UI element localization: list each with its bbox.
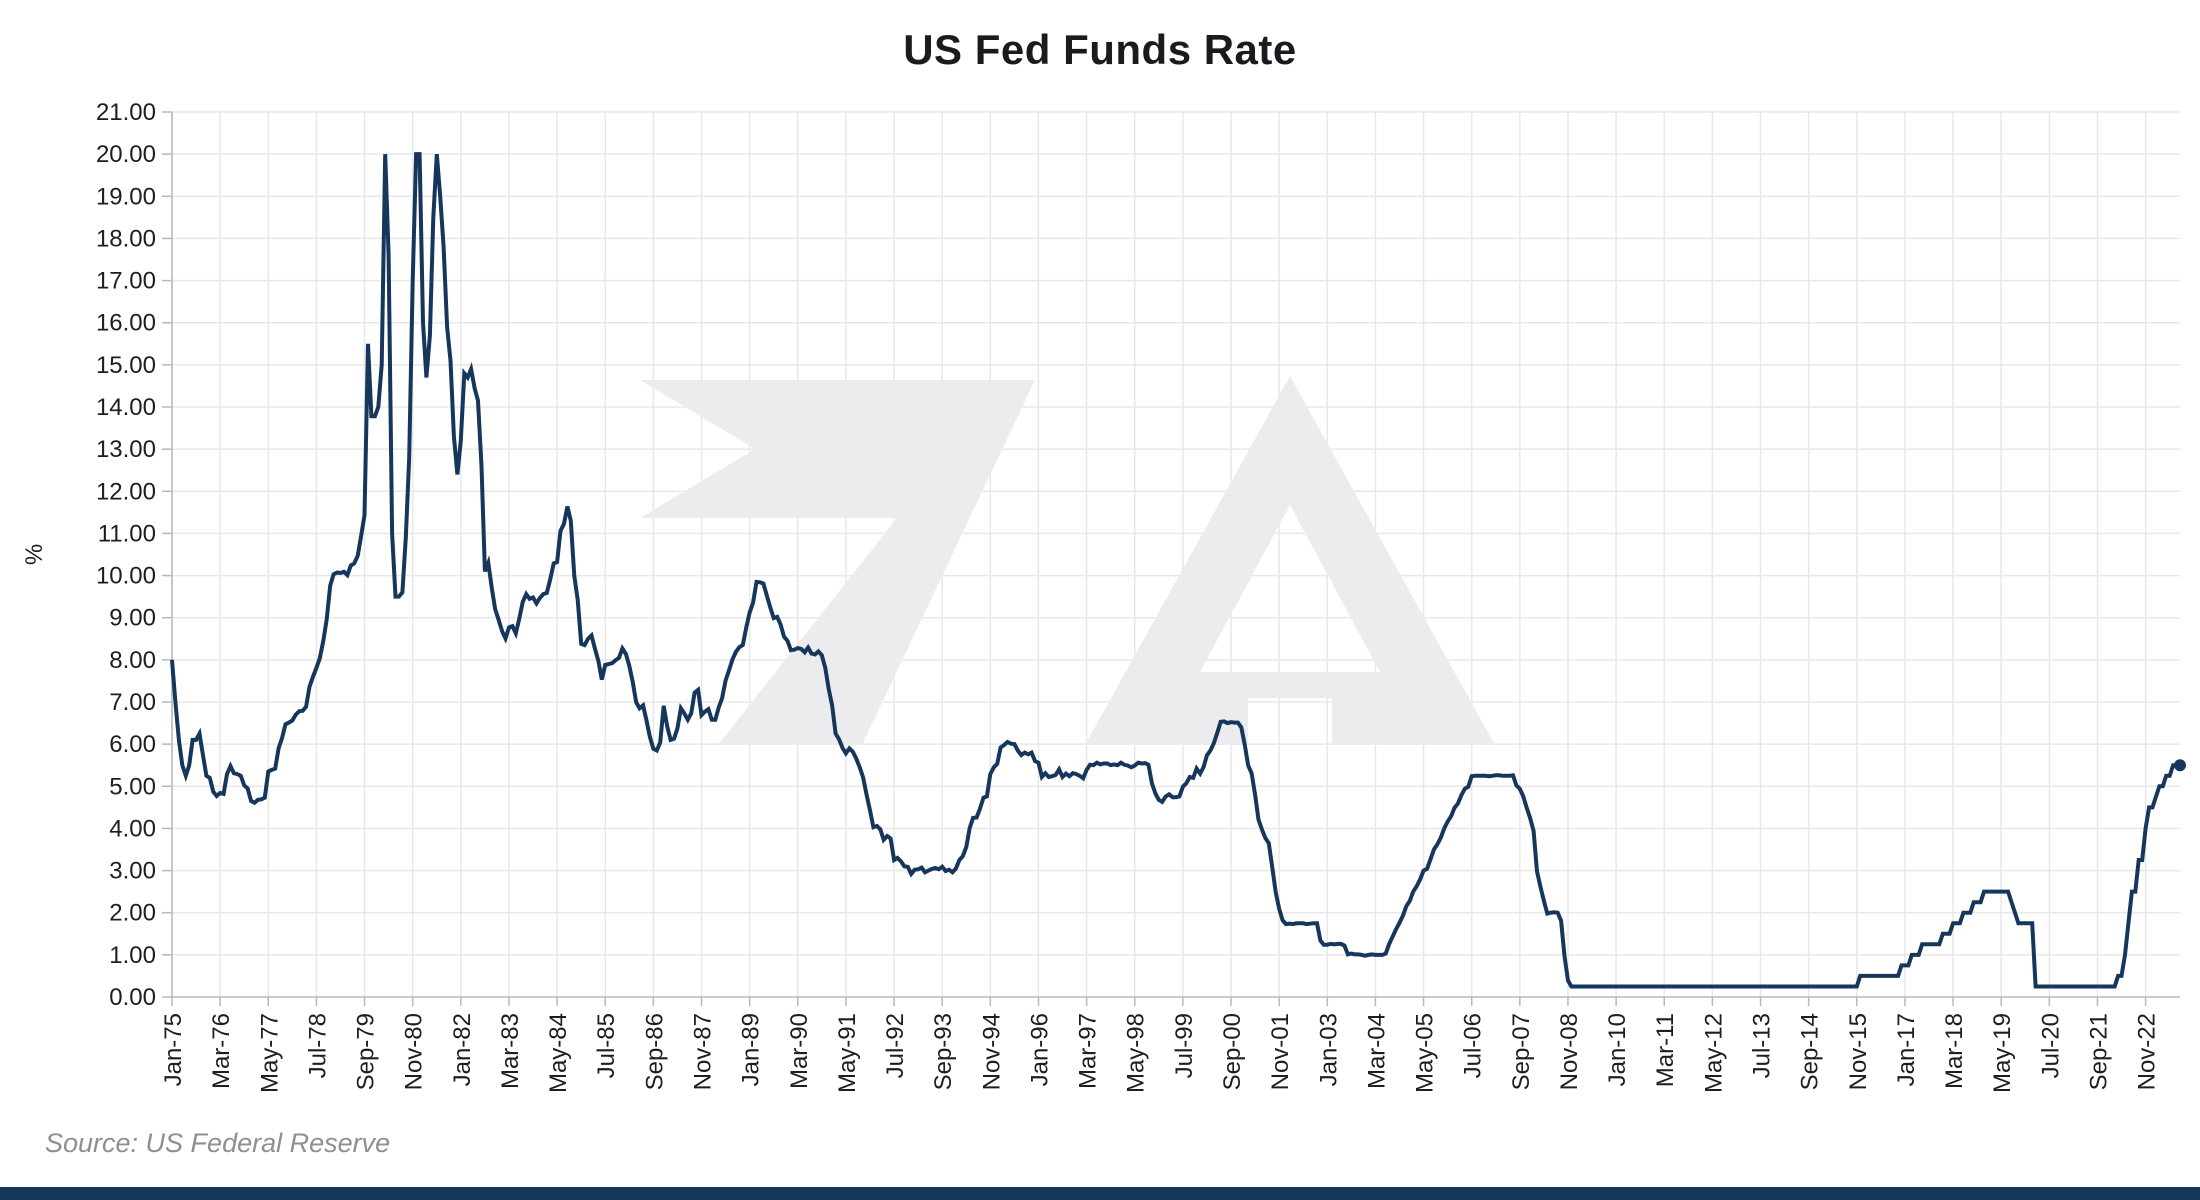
x-tick-label: Jul-13 [1749, 1013, 1776, 1078]
fed-funds-line [170, 152, 2180, 989]
x-tick-label: Sep-00 [1219, 1013, 1246, 1090]
y-tick-label: 20.00 [96, 141, 156, 168]
x-tick-label: Sep-93 [930, 1013, 957, 1090]
x-tick-label: Nov-87 [690, 1013, 717, 1090]
x-tick-label: Nov-01 [1267, 1013, 1294, 1090]
x-tick-label: Sep-86 [641, 1013, 668, 1090]
x-tick-label: May-84 [545, 1013, 572, 1093]
y-tick-label: 3.00 [109, 858, 156, 885]
x-tick-label: Nov-22 [2134, 1013, 2161, 1090]
x-tick-label: Sep-07 [1508, 1013, 1535, 1090]
y-tick-label: 5.00 [109, 773, 156, 800]
x-tick-label: Jul-85 [593, 1013, 620, 1078]
x-tick-label: Nov-94 [978, 1013, 1005, 1090]
x-tick-label: Jan-82 [449, 1013, 476, 1086]
x-tick-label: Jul-92 [882, 1013, 909, 1078]
x-tick-label: Nov-08 [1556, 1013, 1583, 1090]
x-tick-label: Jan-10 [1604, 1013, 1631, 1086]
y-tick-label: 12.00 [96, 478, 156, 505]
y-tick-label: 0.00 [109, 984, 156, 1011]
y-tick-label: 18.00 [96, 225, 156, 252]
x-tick-label: May-98 [1123, 1013, 1150, 1093]
axes [162, 111, 2180, 1006]
y-tick-label: 11.00 [98, 520, 156, 547]
x-tick-label: Mar-18 [1941, 1013, 1968, 1089]
watermark-glyph-A [1085, 376, 1495, 745]
x-tick-label: Jan-17 [1893, 1013, 1920, 1086]
x-tick-label: May-19 [1989, 1013, 2016, 1093]
x-tick-label: Sep-21 [2085, 1013, 2112, 1090]
x-tick-label: May-12 [1700, 1013, 1727, 1093]
x-tick-label: May-91 [834, 1013, 861, 1093]
gridlines [171, 111, 2180, 997]
watermark-glyph-7 [640, 380, 1035, 745]
x-axis-labels: Jan-75 Mar-76 May-77 Jul-78 Sep-79 Nov-80 Jan-… [160, 1013, 2161, 1093]
y-tick-label: 9.00 [109, 605, 156, 632]
footer-bar [0, 1187, 2200, 1200]
x-tick-label: May-05 [1412, 1013, 1439, 1093]
y-tick-label: 21.00 [96, 99, 156, 126]
x-tick-label: Jan-03 [1315, 1013, 1342, 1086]
x-tick-label: Jul-06 [1460, 1013, 1487, 1078]
x-tick-label: Mar-04 [1363, 1013, 1390, 1089]
x-tick-label: May-77 [256, 1013, 283, 1093]
y-tick-label: 10.00 [96, 563, 156, 590]
y-tick-label: 17.00 [96, 268, 156, 295]
x-tick-label: Mar-90 [786, 1013, 813, 1089]
y-tick-label: 2.00 [109, 900, 156, 927]
y-tick-label: 16.00 [96, 310, 156, 337]
y-tick-label: 14.00 [96, 394, 156, 421]
x-tick-label: Jul-20 [2037, 1013, 2064, 1078]
series-end-marker [2174, 759, 2186, 772]
watermark-logo [640, 376, 1495, 745]
y-axis-labels: 0.00 1.00 2.00 3.00 4.00 5.00 6.00 7.00 8.00 9.00… [21, 99, 156, 1011]
x-tick-label: Mar-83 [497, 1013, 524, 1089]
x-tick-label: Nov-15 [1845, 1013, 1872, 1090]
data-series [170, 152, 2186, 989]
x-tick-label: Jan-96 [1026, 1013, 1053, 1086]
y-tick-label: 6.00 [109, 731, 156, 758]
x-tick-label: Sep-14 [1797, 1013, 1824, 1090]
y-tick-label: 4.00 [109, 815, 156, 842]
y-tick-label: 15.00 [96, 352, 156, 379]
y-tick-label: 7.00 [109, 689, 156, 716]
chart-title: US Fed Funds Rate [903, 26, 1297, 73]
x-tick-label: Jan-75 [160, 1013, 187, 1086]
x-tick-label: Mar-76 [208, 1013, 235, 1089]
x-tick-label: Sep-79 [353, 1013, 380, 1090]
y-tick-label: 19.00 [96, 183, 156, 210]
x-tick-label: Jul-99 [1171, 1013, 1198, 1078]
y-tick-label: 1.00 [109, 942, 156, 969]
y-tick-label: 8.00 [109, 647, 156, 674]
x-tick-label: Jan-89 [738, 1013, 765, 1086]
y-axis-title: % [21, 544, 48, 565]
x-tick-label: Mar-97 [1075, 1013, 1102, 1089]
source-note: Source: US Federal Reserve [45, 1128, 391, 1158]
x-tick-label: Nov-80 [401, 1013, 428, 1090]
x-tick-label: Mar-11 [1652, 1013, 1679, 1087]
x-tick-label: Jul-78 [304, 1013, 331, 1078]
y-tick-label: 13.00 [96, 436, 156, 463]
